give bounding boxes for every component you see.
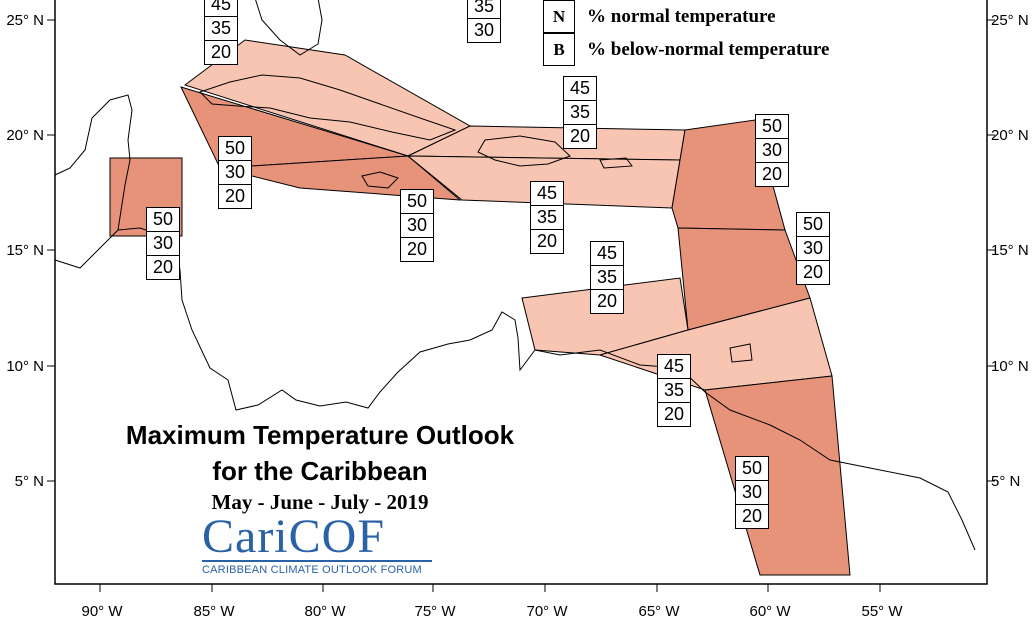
lat-labels-left: 25° N 20° N 15° N 10° N 5° N bbox=[6, 12, 44, 490]
mexico-yucatan-coast bbox=[54, 94, 133, 231]
legend-key-below: B bbox=[543, 33, 575, 66]
forecast-value: 30 bbox=[219, 160, 251, 184]
forecast-value: 20 bbox=[564, 124, 596, 148]
forecast-value: 30 bbox=[468, 18, 500, 42]
forecast-value: 20 bbox=[531, 229, 563, 253]
forecast-value: 30 bbox=[797, 236, 829, 260]
lat-label: 15° N bbox=[6, 242, 44, 259]
forecast-box-jamaica: 50 30 20 bbox=[400, 189, 434, 262]
forecast-value: 20 bbox=[401, 237, 433, 261]
forecast-value: 35 bbox=[473, 0, 495, 16]
legend-text-below: % below-normal temperature bbox=[587, 38, 830, 60]
logo-rule bbox=[202, 560, 432, 562]
trinidad-coast bbox=[729, 343, 753, 363]
forecast-value: 50 bbox=[802, 214, 824, 234]
puerto-rico-coast bbox=[599, 157, 633, 169]
axis-ticks bbox=[47, 19, 995, 592]
forecast-value: 20 bbox=[147, 255, 179, 279]
forecast-value: 35 bbox=[531, 205, 563, 229]
lon-label: 70° W bbox=[526, 603, 568, 620]
lon-label: 75° W bbox=[414, 603, 456, 620]
lon-label: 80° W bbox=[304, 603, 346, 620]
forecast-value: 20 bbox=[797, 260, 829, 284]
forecast-value: 20 bbox=[219, 184, 251, 208]
map-title-line2: for the Caribbean bbox=[212, 456, 428, 486]
forecast-value: 45 bbox=[536, 183, 558, 203]
lat-label: 10° N bbox=[991, 358, 1029, 375]
lat-label: 25° N bbox=[6, 12, 44, 29]
forecast-box-belize: 50 30 20 bbox=[146, 207, 180, 280]
forecast-value: 50 bbox=[152, 209, 174, 229]
legend-key-normal: N bbox=[543, 0, 575, 33]
caricof-logo-subtext: CARIBBEAN CLIMATE OUTLOOK FORUM bbox=[202, 564, 422, 576]
lat-label: 5° N bbox=[991, 473, 1020, 490]
lon-label: 55° W bbox=[861, 603, 903, 620]
forecast-value: 20 bbox=[591, 289, 623, 313]
forecast-value: 30 bbox=[756, 138, 788, 162]
forecast-value: 45 bbox=[596, 243, 618, 263]
legend-below: B % below-normal temperature bbox=[543, 33, 829, 66]
map-title-line1: Maximum Temperature Outlook bbox=[125, 420, 515, 450]
florida-coast bbox=[255, 0, 323, 56]
forecast-value: 35 bbox=[205, 16, 237, 40]
forecast-value: 30 bbox=[736, 480, 768, 504]
map-period: May - June - July - 2019 bbox=[211, 490, 429, 514]
jamaica-coast bbox=[361, 171, 399, 189]
forecast-value: 45 bbox=[210, 0, 232, 14]
forecast-box-bahamas: 35 30 bbox=[467, 0, 501, 43]
forecast-box-abc-islands: 45 35 20 bbox=[590, 241, 624, 314]
forecast-value: 30 bbox=[401, 213, 433, 237]
forecast-box-hispaniola: 45 35 20 bbox=[530, 181, 564, 254]
legend-normal: N % normal temperature bbox=[543, 0, 776, 33]
lat-label: 10° N bbox=[6, 358, 44, 375]
forecast-value: 45 bbox=[663, 356, 685, 376]
forecast-box-turks-caicos: 45 35 20 bbox=[563, 76, 597, 149]
lat-labels-right: 25° N 20° N 15° N 10° N 5° N bbox=[991, 12, 1029, 490]
forecast-box-trinidad: 45 35 20 bbox=[657, 354, 691, 427]
forecast-value: 45 bbox=[569, 78, 591, 98]
lon-labels: 90° W 85° W 80° W 75° W 70° W 65° W 60° … bbox=[81, 603, 903, 620]
lat-label: 5° N bbox=[15, 473, 44, 490]
lat-label: 20° N bbox=[991, 127, 1029, 144]
hispaniola-coast bbox=[477, 135, 571, 167]
lon-label: 90° W bbox=[81, 603, 123, 620]
cuba-coast bbox=[199, 74, 457, 141]
forecast-value: 35 bbox=[591, 265, 623, 289]
forecast-box-cayman: 50 30 20 bbox=[218, 136, 252, 209]
lat-label: 25° N bbox=[991, 12, 1029, 29]
forecast-zones bbox=[109, 39, 851, 576]
forecast-value: 50 bbox=[406, 191, 428, 211]
caricof-logo: CariCOF bbox=[202, 510, 386, 563]
south-america-coast bbox=[517, 337, 976, 551]
forecast-box-florida-straits: 45 35 20 bbox=[204, 0, 238, 65]
forecast-value: 35 bbox=[658, 378, 690, 402]
forecast-value: 20 bbox=[658, 402, 690, 426]
forecast-value: 20 bbox=[205, 40, 237, 64]
forecast-value: 50 bbox=[224, 138, 246, 158]
forecast-value: 50 bbox=[741, 458, 763, 478]
forecast-box-guianas: 50 30 20 bbox=[735, 456, 769, 529]
forecast-value: 20 bbox=[736, 504, 768, 528]
lon-label: 85° W bbox=[193, 603, 235, 620]
forecast-value: 35 bbox=[564, 100, 596, 124]
legend-text-normal: % normal temperature bbox=[587, 5, 776, 27]
forecast-value: 50 bbox=[761, 116, 783, 136]
lon-label: 60° W bbox=[749, 603, 791, 620]
forecast-box-windward: 50 30 20 bbox=[796, 212, 830, 285]
forecast-value: 30 bbox=[147, 231, 179, 255]
forecast-value: 20 bbox=[756, 162, 788, 186]
lat-label: 20° N bbox=[6, 127, 44, 144]
lat-label: 15° N bbox=[991, 242, 1029, 259]
forecast-box-leeward: 50 30 20 bbox=[755, 114, 789, 187]
lon-label: 65° W bbox=[638, 603, 680, 620]
